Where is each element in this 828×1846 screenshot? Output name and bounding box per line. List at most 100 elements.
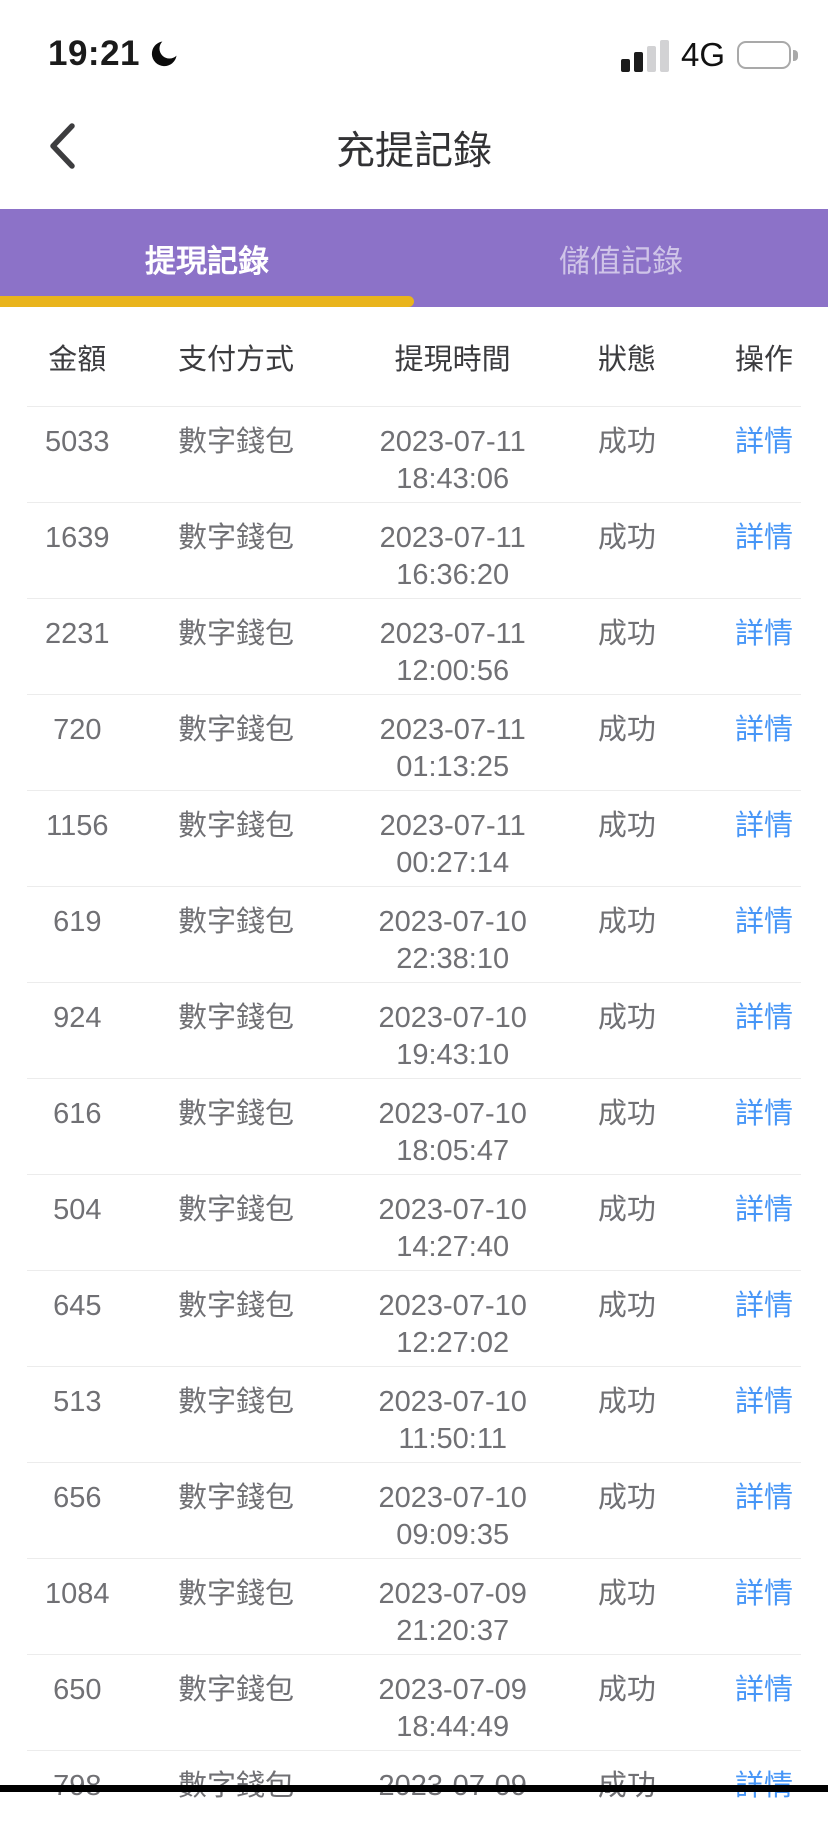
bottom-edge-bar [0, 1785, 828, 1792]
column-header-payment-method: 支付方式 [177, 343, 294, 376]
cell-amount: 1639 [45, 522, 110, 554]
page-title: 充提記錄 [335, 129, 492, 173]
withdraw-date-text: 2023-07-11 [379, 522, 526, 554]
withdraw-date-text: 2023-07-10 [378, 1002, 527, 1034]
cell-amount: 645 [53, 1290, 102, 1322]
detail-link[interactable]: 詳情 [735, 616, 793, 653]
cell-payment-method: 數字錢包 [177, 522, 294, 554]
cell-status: 成功 [561, 1751, 693, 1846]
cell-status: 成功 [597, 1578, 656, 1610]
cell-payment-method: 數字錢包 [177, 1386, 294, 1418]
cell-payment-method: 數字錢包 [177, 1674, 294, 1706]
withdraw-time-text: 12:27:02 [396, 1327, 510, 1359]
detail-link[interactable]: 詳情 [735, 520, 793, 557]
withdraw-time-text: 01:13:25 [396, 751, 510, 783]
cell-amount: 798 [27, 1751, 128, 1846]
cell-amount: 504 [53, 1194, 102, 1226]
cell-withdraw-time: 2023-07-10 22:38:10 [344, 887, 561, 982]
detail-link[interactable]: 詳情 [735, 808, 793, 845]
withdraw-time-text: 14:27:40 [396, 1231, 510, 1263]
cell-payment-method: 數字錢包 [177, 426, 294, 458]
withdraw-date-text: 2023-07-10 [378, 1098, 527, 1130]
withdraw-time-text: 18:43:06 [396, 463, 510, 495]
detail-link[interactable]: 詳情 [735, 712, 793, 749]
cell-withdraw-time: 2023-07-10 09:09:35 [344, 1463, 561, 1558]
cell-amount: 2231 [45, 618, 110, 650]
cell-amount: 924 [53, 1002, 102, 1034]
withdraw-records-table: 金額 支付方式 提現時間 狀態 操作 5033 數字錢包 2023-07-11 … [27, 307, 801, 1846]
detail-link[interactable]: 詳情 [735, 424, 793, 461]
table-row: 513 數字錢包 2023-07-10 11:50:11 成功 詳情 [27, 1366, 801, 1462]
nav-header: 充提記錄 [0, 86, 828, 209]
detail-link[interactable]: 詳情 [735, 1576, 793, 1613]
detail-link[interactable]: 詳情 [735, 1192, 793, 1229]
cell-status: 成功 [597, 1290, 656, 1322]
detail-link[interactable]: 詳情 [735, 1672, 793, 1709]
table-row: 5033 數字錢包 2023-07-11 18:43:06 成功 詳情 [27, 406, 801, 502]
withdraw-date-text: 2023-07-11 [379, 810, 526, 842]
cell-withdraw-time: 2023-07-10 11:50:11 [344, 1367, 561, 1462]
table-row: 645 數字錢包 2023-07-10 12:27:02 成功 詳情 [27, 1270, 801, 1366]
withdraw-date-text: 2023-07-11 [379, 426, 526, 458]
cell-amount: 1156 [46, 810, 109, 842]
column-header-status: 狀態 [597, 343, 656, 376]
detail-link[interactable]: 詳情 [735, 1384, 793, 1421]
withdraw-date-text: 2023-07-11 [379, 618, 526, 650]
cell-status: 成功 [597, 1386, 656, 1418]
cell-payment-method: 數字錢包 [177, 1098, 294, 1130]
detail-link[interactable]: 詳情 [735, 904, 793, 941]
withdraw-time-text: 22:38:10 [396, 943, 510, 975]
withdraw-date-text: 2023-07-10 [378, 1482, 527, 1514]
table-row: 1156 數字錢包 2023-07-11 00:27:14 成功 詳情 [27, 790, 801, 886]
table-row: 504 數字錢包 2023-07-10 14:27:40 成功 詳情 [27, 1174, 801, 1270]
cell-status: 成功 [597, 1002, 656, 1034]
cell-withdraw-time: 2023-07-11 12:00:56 [344, 599, 561, 694]
withdraw-date-text: 2023-07-11 [379, 714, 526, 746]
cell-withdraw-time: 2023-07-10 14:27:40 [344, 1175, 561, 1270]
tab-deposit-records[interactable]: 儲值記錄 [414, 209, 828, 307]
cell-amount: 5033 [45, 426, 110, 458]
withdraw-time-text: 19:43:10 [396, 1039, 510, 1071]
cellular-signal-icon [620, 38, 669, 72]
clock-time: 19:21 [48, 34, 141, 73]
cell-payment-method: 數字錢包 [177, 1194, 294, 1226]
detail-link[interactable]: 詳情 [735, 1288, 793, 1325]
table-row: 1639 數字錢包 2023-07-11 16:36:20 成功 詳情 [27, 502, 801, 598]
withdraw-time-text: 09:09:35 [396, 1519, 510, 1551]
table-header-row: 金額 支付方式 提現時間 狀態 操作 [27, 307, 801, 406]
table-row: 650 數字錢包 2023-07-09 18:44:49 成功 詳情 [27, 1654, 801, 1750]
cell-withdraw-time: 2023-07-11 01:13:25 [344, 695, 561, 790]
detail-link[interactable]: 詳情 [735, 1000, 793, 1037]
cell-payment-method: 數字錢包 [177, 714, 294, 746]
network-type-label: 4G [680, 36, 725, 73]
cell-status: 成功 [597, 1482, 656, 1514]
cell-amount: 1084 [45, 1578, 110, 1610]
cell-status: 成功 [597, 522, 656, 554]
withdraw-date-text: 2023-07-09 [378, 1674, 527, 1706]
withdraw-time-text: 00:27:14 [396, 847, 510, 879]
tab-withdraw-records[interactable]: 提現記錄 [0, 209, 414, 307]
cell-amount: 656 [53, 1482, 102, 1514]
chevron-left-icon [47, 122, 77, 173]
table-row: 720 數字錢包 2023-07-11 01:13:25 成功 詳情 [27, 694, 801, 790]
table-row: 1084 數字錢包 2023-07-09 21:20:37 成功 詳情 [27, 1558, 801, 1654]
table-row: 616 數字錢包 2023-07-10 18:05:47 成功 詳情 [27, 1078, 801, 1174]
tab-bar: 提現記錄 儲值記錄 [0, 209, 828, 307]
cell-amount: 619 [53, 906, 102, 938]
cell-payment-method: 數字錢包 [177, 906, 294, 938]
cell-withdraw-time: 2023-07-10 19:43:10 [344, 983, 561, 1078]
withdraw-date-text: 2023-07-10 [378, 1290, 527, 1322]
table-row: 656 數字錢包 2023-07-10 09:09:35 成功 詳情 [27, 1462, 801, 1558]
detail-link[interactable]: 詳情 [735, 1096, 793, 1133]
cell-payment-method: 數字錢包 [177, 810, 294, 842]
table-row: 619 數字錢包 2023-07-10 22:38:10 成功 詳情 [27, 886, 801, 982]
withdraw-date-text: 2023-07-10 [378, 1194, 527, 1226]
detail-link[interactable]: 詳情 [735, 1480, 793, 1517]
withdraw-time-text: 21:20:37 [396, 1615, 510, 1647]
cell-withdraw-time: 2023-07-11 16:36:20 [344, 503, 561, 598]
cell-payment-method: 數字錢包 [177, 618, 294, 650]
battery-icon [737, 41, 798, 69]
back-button[interactable] [38, 118, 86, 178]
table-row: 924 數字錢包 2023-07-10 19:43:10 成功 詳情 [27, 982, 801, 1078]
cell-payment-method: 數字錢包 [128, 1751, 345, 1846]
